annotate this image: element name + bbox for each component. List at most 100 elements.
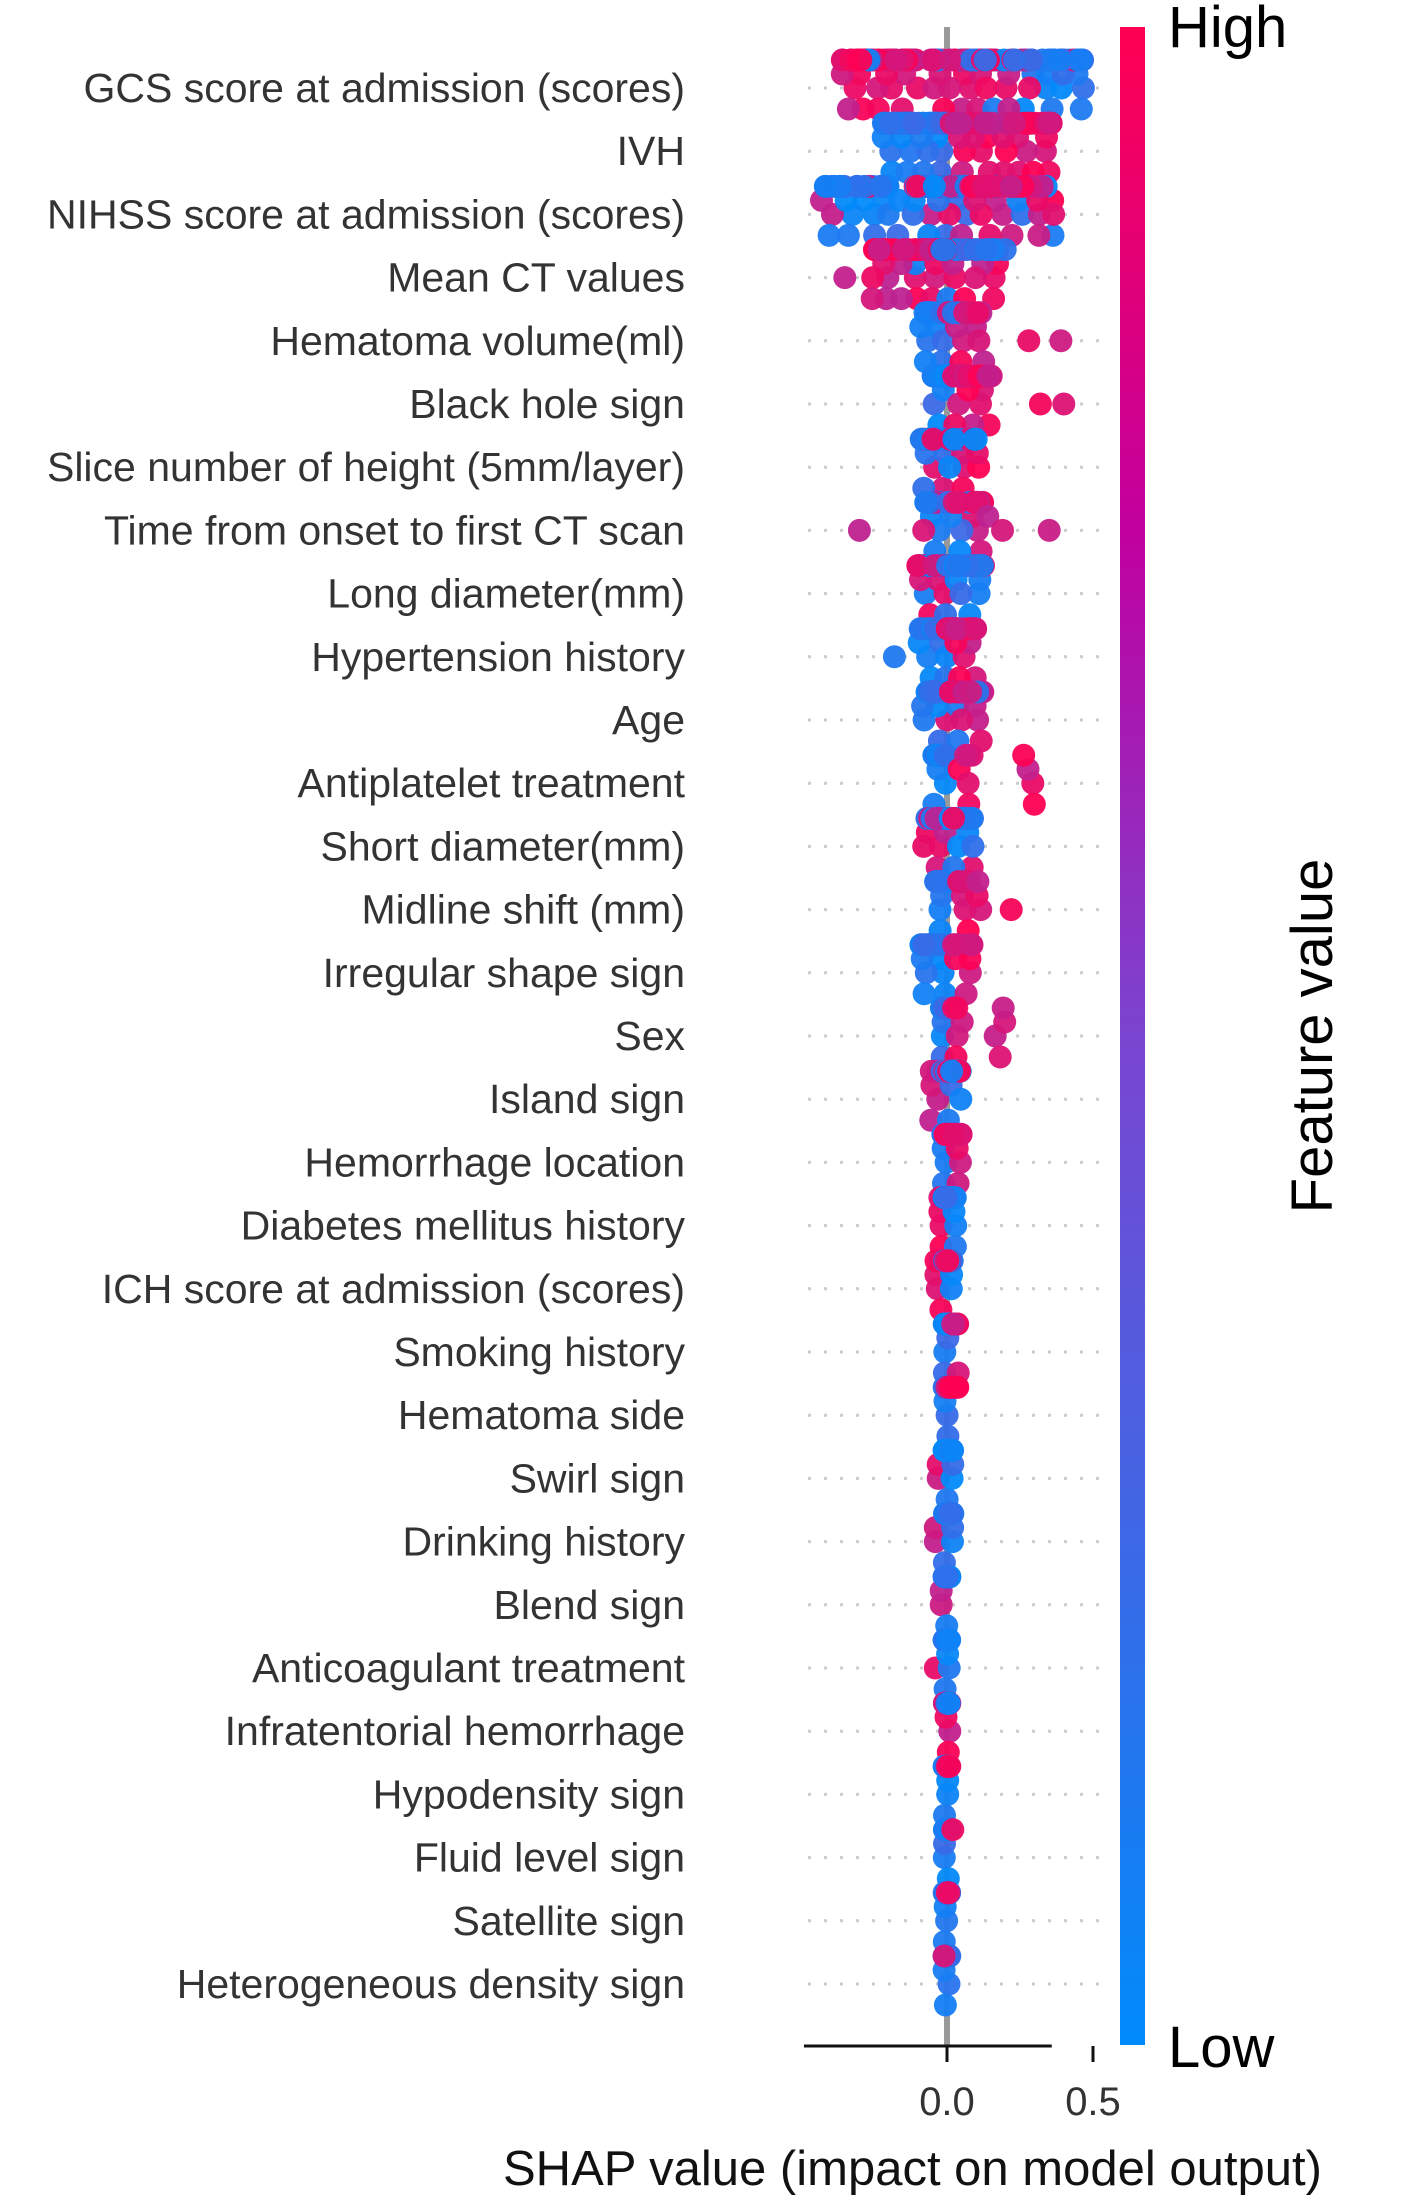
feature-label: Infratentorial hemorrhage (225, 1708, 685, 1754)
shap-point (935, 1881, 959, 1905)
feature-label: Blend sign (494, 1582, 685, 1628)
feature-label: Hematoma side (398, 1392, 685, 1438)
shap-point (1068, 48, 1092, 72)
shap-point (936, 1249, 960, 1273)
shap-point (928, 870, 952, 894)
shap-point (942, 1122, 966, 1146)
shap-point (967, 329, 991, 353)
shap-point (922, 174, 946, 198)
feature-label: Island sign (489, 1076, 685, 1122)
shap-point (1069, 97, 1093, 121)
shap-point (966, 870, 990, 894)
feature-label: Irregular shape sign (323, 950, 685, 996)
shap-point (949, 1087, 973, 1111)
feature-label: Antiplatelet treatment (298, 760, 686, 806)
shap-point (974, 76, 998, 100)
shap-point (889, 287, 913, 311)
feature-rows: GCS score at admission (scores) IVH NIHSS … (47, 65, 1101, 2007)
shap-point (991, 996, 1015, 1020)
feature-label: Anticoagulant treatment (252, 1645, 686, 1691)
shap-point (914, 490, 938, 514)
shap-point (1037, 111, 1061, 135)
shap-point (945, 996, 969, 1020)
shap-point (922, 48, 945, 72)
shap-point (945, 617, 969, 641)
shap-point (879, 111, 903, 135)
feature-label: IVH (617, 128, 685, 174)
feature-label: Slice number of height (5mm/layer) (47, 444, 685, 490)
feature-label: Smoking history (393, 1329, 685, 1375)
x-tick-label: 0.5 (1065, 2080, 1121, 2124)
feature-label: Short diameter(mm) (320, 823, 685, 869)
shap-point (933, 743, 957, 767)
feature-label: Heterogeneous density sign (177, 1961, 685, 2007)
shap-point (1052, 392, 1076, 416)
shap-point (1017, 329, 1041, 353)
feature-label: Midline shift (mm) (362, 887, 685, 933)
shap-point (1047, 48, 1071, 72)
shap-point (1028, 392, 1052, 416)
shap-point (836, 97, 860, 121)
shap-point (869, 174, 893, 198)
shap-point (906, 554, 930, 578)
shap-point (813, 174, 837, 198)
shap-point (943, 933, 967, 957)
colorbar-low-label: Low (1168, 2015, 1276, 2080)
feature-label: Long diameter(mm) (327, 571, 685, 617)
feature-label: ICH score at admission (scores) (102, 1266, 685, 1312)
shap-point (938, 1502, 962, 1526)
shap-point (988, 1045, 1012, 1069)
shap-point (991, 518, 1014, 542)
shap-point (940, 1059, 964, 1083)
feature-label: Time from onset to first CT scan (104, 507, 685, 553)
shap-point (912, 834, 936, 858)
colorbar (1120, 27, 1145, 2045)
shap-point (817, 223, 841, 247)
feature-label: Black hole sign (409, 381, 685, 427)
shap-point (867, 238, 891, 262)
feature-label: Fluid level sign (414, 1835, 685, 1881)
shap-point (935, 1628, 959, 1652)
shap-point (961, 834, 985, 858)
shap-point (833, 266, 857, 290)
shap-point (933, 238, 957, 262)
feature-label: Satellite sign (453, 1898, 685, 1944)
shap-point (912, 982, 936, 1006)
shap-point (1002, 48, 1026, 72)
shap-point (954, 743, 978, 767)
x-tick-label: 0.0 (919, 2080, 975, 2124)
shap-point (936, 1754, 960, 1778)
shap-point (947, 554, 971, 578)
shap-point (1018, 76, 1041, 100)
shap-point (861, 266, 885, 290)
shap-point (1022, 792, 1046, 816)
shap-point (847, 518, 871, 542)
shap-point (944, 111, 968, 135)
shap-point (949, 582, 973, 606)
shap-point (1020, 48, 1043, 72)
shap-point (959, 680, 983, 704)
shap-point (942, 427, 966, 451)
shap-point (902, 111, 926, 135)
feature-label: Sex (614, 1013, 685, 1059)
shap-point (884, 48, 908, 72)
shap-point (974, 238, 998, 262)
shap-point (964, 617, 988, 641)
feature-label: Mean CT values (387, 255, 685, 301)
shap-point (956, 771, 980, 795)
shap-point (971, 174, 995, 198)
feature-label: Diabetes mellitus history (241, 1203, 686, 1249)
feature-label: Hypodensity sign (373, 1771, 685, 1817)
x-axis-title: SHAP value (impact on model output) (503, 2142, 1322, 2196)
x-ticks: 0.0 0.5 (919, 2046, 1121, 2124)
shap-point (845, 174, 869, 198)
shap-point (849, 48, 873, 72)
shap-point (999, 898, 1023, 922)
shap-point (932, 1944, 956, 1968)
colorbar-title: Feature value (1280, 859, 1345, 1214)
feature-label: Age (612, 697, 685, 743)
feature-label: Drinking history (402, 1519, 685, 1565)
feature-label: Hemorrhage location (304, 1139, 685, 1185)
shap-point (960, 933, 983, 957)
